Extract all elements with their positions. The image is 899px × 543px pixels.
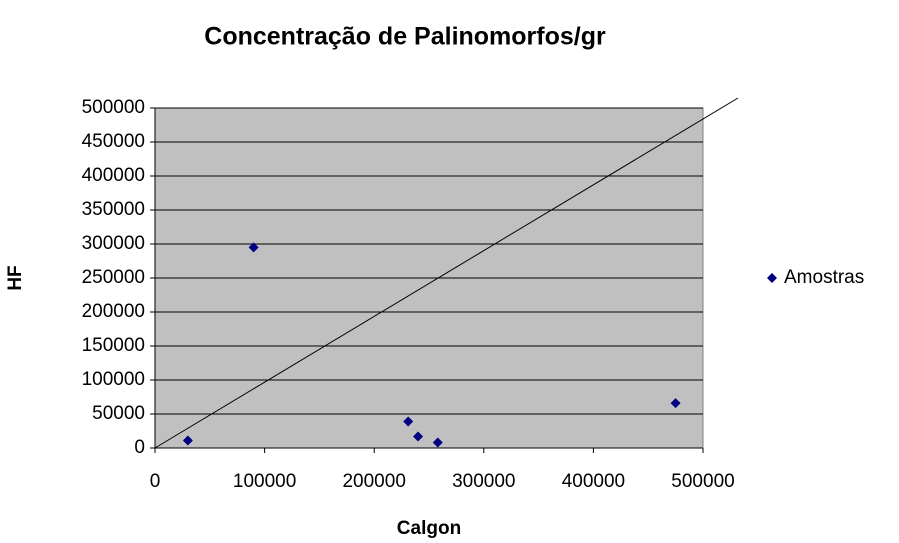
y-tick-label: 500000 — [82, 97, 145, 118]
x-tick-label: 0 — [150, 471, 161, 492]
y-tick-label: 50000 — [92, 403, 145, 424]
chart-title: Concentração de Palinomorfos/gr — [204, 23, 606, 51]
y-tick-label: 200000 — [82, 301, 145, 322]
point — [248, 242, 259, 253]
x-tick-label: 200000 — [342, 471, 405, 492]
x-tick-label: 400000 — [562, 471, 625, 492]
y-tick-label: 150000 — [82, 335, 145, 356]
y-tick-label: 350000 — [82, 199, 145, 220]
x-axis-label: Calgon — [397, 518, 461, 539]
reference-line — [154, 97, 739, 449]
y-tick-label: 250000 — [82, 267, 145, 288]
y-tick-label: 100000 — [82, 369, 145, 390]
y-tick-label: 0 — [134, 437, 145, 458]
y-tick-label: 450000 — [82, 131, 145, 152]
y-tick-label: 300000 — [82, 233, 145, 254]
x-tick-label: 100000 — [233, 471, 296, 492]
y-tick-label: 400000 — [82, 165, 145, 186]
legend-label: Amostras — [784, 267, 864, 288]
point — [403, 416, 414, 427]
point — [182, 435, 193, 446]
y-axis-label: HF — [5, 265, 26, 290]
x-tick-label: 500000 — [671, 471, 734, 492]
point — [413, 431, 424, 442]
point — [670, 398, 681, 409]
legend-marker — [767, 273, 777, 283]
point — [432, 437, 443, 448]
x-tick-label: 300000 — [452, 471, 515, 492]
